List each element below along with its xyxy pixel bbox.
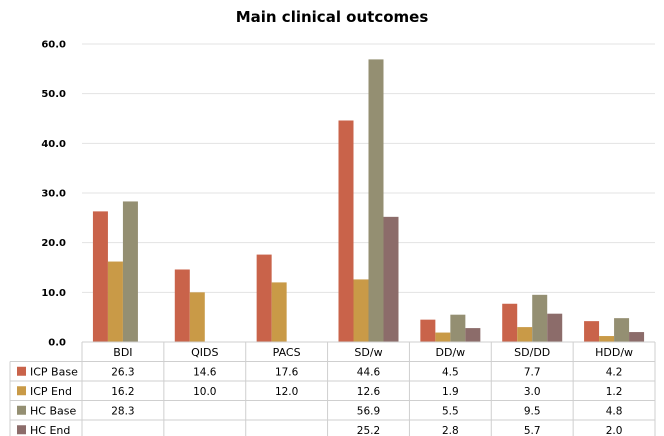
bars <box>92 59 645 342</box>
data-table-cell: 4.8 <box>606 405 623 417</box>
bar-icp-base <box>502 303 518 342</box>
bar-hc-base <box>122 201 138 342</box>
bar-hc-base <box>368 59 384 342</box>
x-category-label: DD/w <box>436 346 466 359</box>
legend-label: ICP End <box>30 385 72 398</box>
data-table-cell: 44.6 <box>357 366 381 378</box>
legend-label: HC End <box>30 424 70 436</box>
data-table-cell: 56.9 <box>357 405 380 417</box>
data-table-cell: 5.5 <box>442 405 459 417</box>
data-table-cell: 26.3 <box>111 366 134 378</box>
bar-icp-base <box>338 120 354 342</box>
x-category-label: PACS <box>273 346 301 359</box>
legend-label: HC Base <box>30 404 76 417</box>
data-table-cell: 10.0 <box>193 386 216 398</box>
x-category-label: HDD/w <box>595 346 633 359</box>
bar-hc-end <box>547 313 563 342</box>
x-category-label: SD/DD <box>514 346 550 359</box>
y-tick-label: 60.0 <box>41 40 66 51</box>
legend-swatch <box>17 405 26 415</box>
bar-icp-base <box>92 211 108 342</box>
x-category-label: SD/w <box>354 346 382 359</box>
data-table-cell: 1.9 <box>442 386 459 398</box>
bar-icp-end <box>517 327 533 342</box>
data-table-cell: 5.7 <box>524 425 541 436</box>
bar-hc-end <box>629 332 645 342</box>
data-table-cell: 12.0 <box>275 386 298 398</box>
bar-icp-base <box>174 269 190 342</box>
bar-hc-base <box>532 294 548 342</box>
bar-icp-base <box>420 319 436 342</box>
y-tick-label: 0.0 <box>48 338 66 349</box>
data-table-cell: 2.8 <box>442 425 459 436</box>
bar-icp-base <box>584 321 600 342</box>
legend-swatch <box>17 386 26 396</box>
bar-hc-base <box>614 318 630 342</box>
data-table-cell: 12.6 <box>357 386 381 398</box>
data-table-cell: 1.2 <box>606 386 623 398</box>
bar-icp-end <box>107 261 123 342</box>
data-table-cell: 3.0 <box>524 386 541 398</box>
y-tick-label: 50.0 <box>41 89 66 100</box>
legend-swatch <box>17 366 26 376</box>
y-tick-label: 30.0 <box>41 189 66 200</box>
bar-hc-end <box>465 328 481 342</box>
bar-icp-end <box>271 282 287 342</box>
bar-icp-end <box>353 279 369 342</box>
legend-swatch <box>17 425 26 435</box>
y-axis-ticks: 0.0 10.0 20.0 30.0 40.0 50.0 60.0 <box>41 40 66 349</box>
bar-hc-end <box>383 216 399 342</box>
bar-icp-base <box>256 254 272 342</box>
y-tick-label: 10.0 <box>41 288 66 299</box>
y-tick-label: 20.0 <box>41 238 66 249</box>
legend-label: ICP Base <box>30 365 78 378</box>
data-table-cell: 9.5 <box>524 405 541 417</box>
data-table-cell: 2.0 <box>606 425 623 436</box>
data-table-cell: 4.2 <box>606 366 623 378</box>
data-table-cell: 4.5 <box>442 366 459 378</box>
bar-icp-end <box>599 336 615 342</box>
x-category-label: BDI <box>113 346 132 359</box>
x-category-label: QIDS <box>191 346 218 359</box>
bar-hc-base <box>450 314 466 342</box>
data-table-cell: 14.6 <box>193 366 217 378</box>
chart-title: Main clinical outcomes <box>235 8 429 26</box>
data-table-cell: 17.6 <box>275 366 299 378</box>
bar-icp-end <box>435 332 451 342</box>
data-table-cell: 7.7 <box>524 366 541 378</box>
data-table: BDI QIDS PACS SD/w DD/w SD/DD HDD/w ICP Base 26.… <box>9 341 656 436</box>
data-table-cell: 28.3 <box>111 405 134 417</box>
bar-icp-end <box>189 292 205 342</box>
data-table-cell: 25.2 <box>357 425 380 436</box>
data-table-cell: 16.2 <box>111 386 134 398</box>
y-tick-label: 40.0 <box>41 139 66 150</box>
